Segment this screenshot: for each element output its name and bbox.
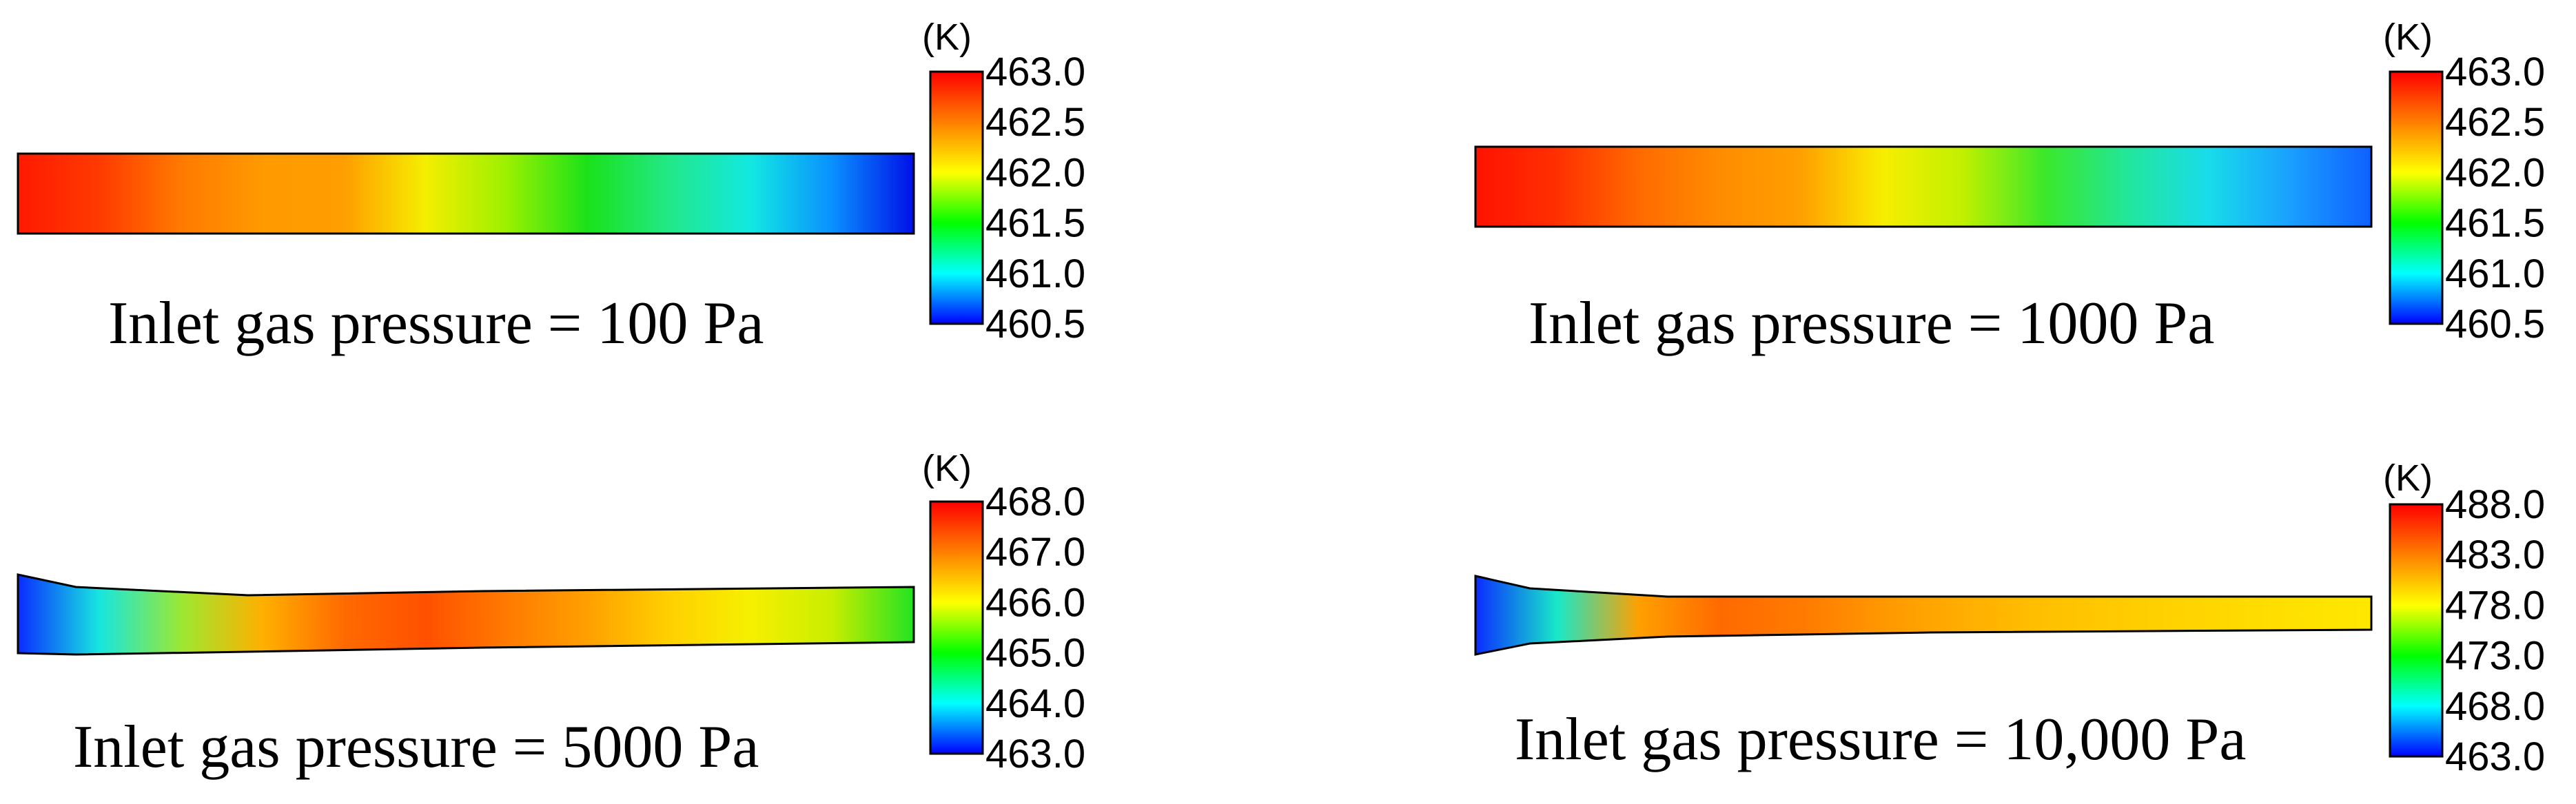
colorbar-tick-label: 463.0 — [2445, 734, 2545, 779]
temperature-field-10000-pa — [1475, 576, 2371, 654]
caption-1000-pa: Inlet gas pressure = 1000 Pa — [1529, 290, 2214, 357]
colorbar-tick-label: 473.0 — [2445, 634, 2545, 679]
colorbar-frame — [2389, 70, 2444, 325]
colorbar-gradient — [930, 502, 983, 754]
colorbar-tick-label: 463.0 — [985, 732, 1085, 776]
colorbar-tick-label: 483.0 — [2445, 533, 2545, 577]
colorbar-tick-label: 467.0 — [985, 530, 1085, 575]
colorbar-gradient — [930, 72, 983, 324]
panel-5000-pa: Inlet gas pressure = 5000 Pa (K) 468.0 46… — [17, 448, 1085, 781]
colorbar-tick-label: 465.0 — [985, 631, 1085, 676]
caption-5000-pa: Inlet gas pressure = 5000 Pa — [73, 714, 759, 781]
colorbar-tick-label: 460.5 — [2445, 302, 2545, 347]
colorbar-tick-label: 462.5 — [985, 100, 1085, 145]
colorbar-frame — [929, 500, 984, 755]
colorbar-tick-label: 461.5 — [2445, 201, 2545, 246]
colorbar-5000-pa: (K) 468.0 467.0 466.0 465.0 464.0 463.0 — [922, 448, 1085, 776]
colorbar-100-pa: (K) 463.0 462.5 462.0 461.5 461.0 460.5 — [922, 17, 1085, 347]
unit-label: (K) — [2383, 457, 2433, 499]
colorbar-tick-label: 463.0 — [2445, 50, 2545, 94]
temperature-field-1000-pa — [1475, 147, 2371, 227]
colorbar-tick-label: 461.0 — [985, 251, 1085, 296]
colorbar-1000-pa: (K) 463.0 462.5 462.0 461.5 461.0 460.5 — [2383, 17, 2545, 347]
field-outline-1000-pa — [1474, 145, 2373, 228]
colorbar-frame — [929, 70, 984, 325]
panel-100-pa: Inlet gas pressure = 100 Pa (K) 463.0 462… — [17, 17, 1085, 357]
colorbar-tick-label: 461.0 — [2445, 251, 2545, 296]
colorbar-tick-label: 462.0 — [2445, 150, 2545, 195]
field-outline-10000-pa — [1474, 575, 2373, 656]
panel-1000-pa: Inlet gas pressure = 1000 Pa (K) 463.0 46… — [1474, 17, 2545, 357]
field-outline-5000-pa — [17, 573, 915, 656]
unit-label: (K) — [922, 17, 972, 58]
panel-10000-pa: Inlet gas pressure = 10,000 Pa (K) 488.0… — [1474, 457, 2545, 779]
colorbar-gradient — [2390, 504, 2442, 756]
colorbar-tick-label: 460.5 — [985, 302, 1085, 347]
colorbar-tick-label: 463.0 — [985, 50, 1085, 94]
colorbar-tick-label: 478.0 — [2445, 583, 2545, 628]
temperature-field-100-pa — [18, 154, 914, 234]
temperature-field-5000-pa — [18, 575, 914, 654]
colorbar-frame — [2389, 503, 2444, 758]
colorbar-tick-label: 464.0 — [985, 681, 1085, 726]
caption-100-pa: Inlet gas pressure = 100 Pa — [108, 290, 764, 357]
colorbar-10000-pa: (K) 488.0 483.0 478.0 473.0 468.0 463.0 — [2383, 457, 2545, 779]
colorbar-tick-label: 488.0 — [2445, 482, 2545, 527]
unit-label: (K) — [922, 448, 972, 489]
colorbar-tick-label: 462.5 — [2445, 100, 2545, 145]
colorbar-gradient — [2390, 72, 2442, 324]
colorbar-tick-label: 462.0 — [985, 150, 1085, 195]
caption-10000-pa: Inlet gas pressure = 10,000 Pa — [1515, 706, 2246, 773]
colorbar-tick-label: 466.0 — [985, 580, 1085, 625]
field-outline-100-pa — [17, 152, 915, 235]
colorbar-tick-label: 468.0 — [2445, 684, 2545, 729]
colorbar-tick-label: 468.0 — [985, 480, 1085, 524]
colorbar-tick-label: 461.5 — [985, 201, 1085, 246]
unit-label: (K) — [2383, 17, 2433, 58]
